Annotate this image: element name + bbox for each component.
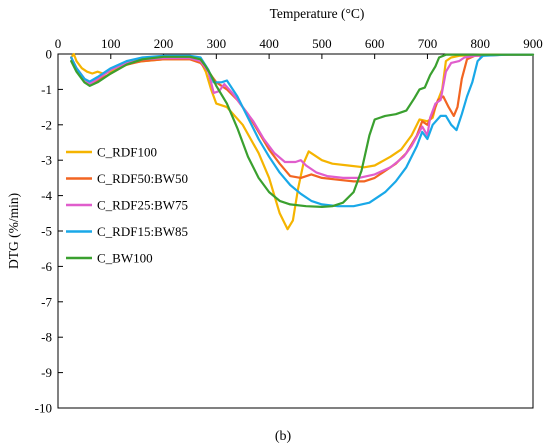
x-tick-label: 900 <box>523 36 543 51</box>
y-tick-label: -8 <box>41 330 52 345</box>
y-tick-label: -7 <box>41 294 52 309</box>
y-tick-label: -1 <box>41 82 52 97</box>
y-tick-label: -2 <box>41 117 52 132</box>
x-tick-label: 700 <box>418 36 438 51</box>
x-tick-label: 0 <box>55 36 62 51</box>
x-tick-label: 300 <box>207 36 227 51</box>
y-tick-label: -10 <box>35 401 52 416</box>
y-axis-title: DTG (%/min) <box>6 193 21 269</box>
x-tick-label: 500 <box>312 36 332 51</box>
x-ticks: 0 100 200 300 400 500 600 700 800 900 <box>55 36 543 59</box>
legend-label: C_BW100 <box>97 251 153 266</box>
legend: C_RDF100 C_RDF50:BW50 C_RDF25:BW75 C_RDF15:… <box>66 145 188 266</box>
x-tick-label: 100 <box>101 36 121 51</box>
x-tick-label: 400 <box>259 36 279 51</box>
y-tick-label: 0 <box>46 47 53 62</box>
legend-label: C_RDF100 <box>97 145 157 160</box>
y-tick-label: -5 <box>41 224 52 239</box>
y-tick-label: -6 <box>41 259 52 274</box>
x-axis-title: Temperature (°C) <box>270 6 365 21</box>
series-line-c-bw100 <box>70 53 535 208</box>
x-tick-label: 800 <box>470 36 490 51</box>
y-tick-label: -3 <box>41 153 52 168</box>
series-line-c-rdf50-bw50 <box>70 53 535 183</box>
legend-label: C_RDF25:BW75 <box>97 198 188 213</box>
series-lines <box>70 52 535 231</box>
panel-label: (b) <box>275 429 292 444</box>
x-tick-label: 600 <box>365 36 385 51</box>
y-tick-label: -4 <box>41 188 52 203</box>
y-ticks: 0 -1 -2 -3 -4 -5 -6 -7 -8 -9 -10 <box>35 47 63 416</box>
legend-label: C_RDF50:BW50 <box>97 171 188 186</box>
legend-label: C_RDF15:BW85 <box>97 224 188 239</box>
x-tick-label: 200 <box>154 36 174 51</box>
series-line-c-rdf15-bw85 <box>70 53 535 208</box>
y-tick-label: -9 <box>41 365 52 380</box>
